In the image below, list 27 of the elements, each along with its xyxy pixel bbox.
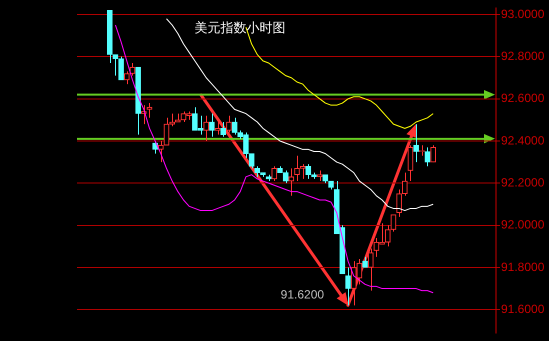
candlestick: [362, 256, 368, 268]
candlestick: [130, 62, 136, 76]
y-tick-label: 91.8000: [501, 260, 545, 274]
candlestick: [390, 214, 396, 232]
annotation: 91.6200: [280, 288, 324, 302]
candlestick: [413, 124, 419, 163]
y-tick-label: 93.0000: [501, 6, 545, 21]
candlestick: [226, 115, 232, 134]
text: 美元指数小时图: [194, 20, 286, 37]
candlestick: [271, 166, 278, 182]
candlestick: [345, 266, 351, 306]
candlestick: [214, 122, 220, 136]
candlestick: [209, 113, 215, 138]
candlestick: [424, 146, 430, 167]
y-tick-label: 92.4000: [501, 133, 545, 148]
y-tick-label: 91.6000: [501, 302, 545, 316]
candlestick: [408, 144, 414, 182]
candlestick: [368, 248, 374, 292]
candlestick: [288, 168, 294, 196]
y-tick-label: 92.6000: [501, 91, 545, 106]
candlestick: [430, 144, 436, 163]
y-tick-label: 92.8000: [501, 48, 545, 63]
y-tick-label: 92.2000: [501, 175, 545, 190]
candlestick: [203, 115, 210, 142]
candlestick: [124, 70, 130, 85]
y-tick-label: 92.0000: [501, 218, 545, 232]
candlestick: [418, 144, 425, 156]
